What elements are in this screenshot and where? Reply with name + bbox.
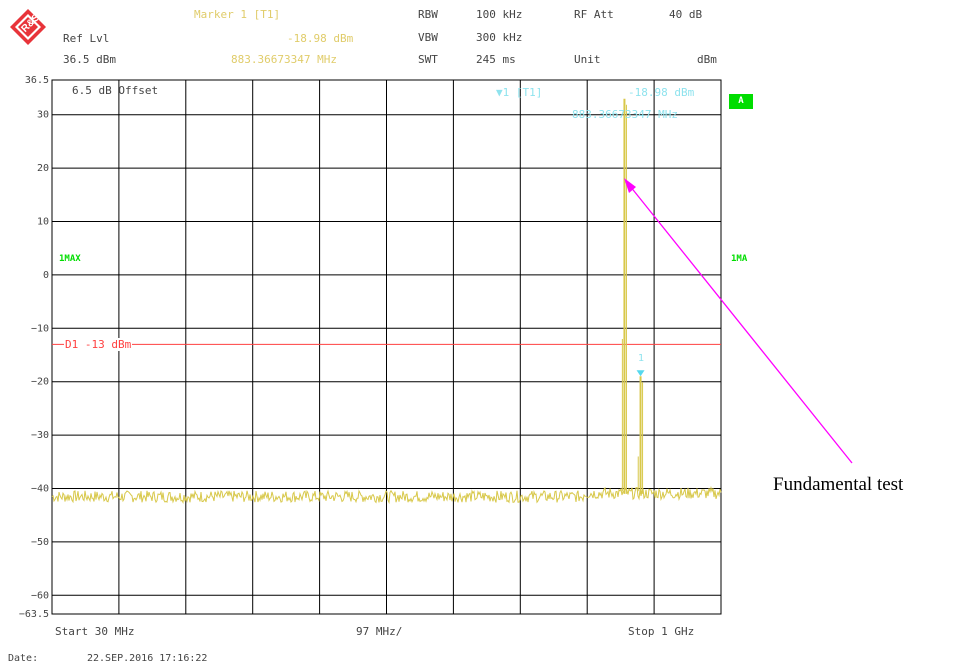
stop-frequency: Stop 1 GHz <box>628 625 695 638</box>
y-tick-label: −10 <box>31 323 49 334</box>
trace-badge: A <box>729 94 753 109</box>
y-tick-label: 0 <box>43 270 49 281</box>
rfatt-value: 40 dB <box>669 8 703 21</box>
y-tick-label: 10 <box>37 217 49 228</box>
offset-label: 6.5 dB Offset <box>72 84 159 97</box>
annotation-arrow-head <box>624 178 636 193</box>
right-trace-label: 1MA <box>731 254 748 264</box>
swt-label: SWT <box>418 53 438 66</box>
y-tick-label: 20 <box>37 163 49 174</box>
marker-number: 1 <box>638 353 645 364</box>
y-tick-label: −63.5 <box>19 609 49 620</box>
fundamental-test-annotation: Fundamental test <box>773 474 904 495</box>
rbw-value: 100 kHz <box>476 8 523 21</box>
marker-title: Marker 1 [T1] <box>194 8 281 21</box>
marker-tag-text: 1 [T1] <box>502 86 543 99</box>
marker-box-level: -18.98 dBm <box>628 86 695 99</box>
marker-level: -18.98 dBm <box>287 32 354 45</box>
y-tick-label: 36.5 <box>25 75 49 86</box>
y-tick-label: −60 <box>31 590 49 601</box>
span-per-division: 97 MHz/ <box>356 625 403 638</box>
y-tick-label: 30 <box>37 110 49 121</box>
rfatt-label: RF Att <box>574 8 614 21</box>
swt-value: 245 ms <box>476 53 516 66</box>
vbw-label: VBW <box>418 31 438 44</box>
ref-lvl-label: Ref Lvl <box>63 32 110 45</box>
rbw-label: RBW <box>418 8 438 21</box>
marker-1-triangle <box>636 370 645 377</box>
display-line-label: D1 -13 dBm <box>64 338 133 351</box>
start-frequency: Start 30 MHz <box>55 625 135 638</box>
left-trace-label: 1MAX <box>59 254 81 264</box>
y-tick-label: −40 <box>31 484 49 495</box>
trace-noise-floor <box>51 485 722 505</box>
rohde-schwarz-logo-icon: R&S <box>10 9 46 45</box>
y-tick-label: −50 <box>31 537 49 548</box>
marker-freq: 883.36673347 MHz <box>231 53 337 66</box>
annotation-arrow-line <box>625 180 853 464</box>
marker-tag: ▼1 [T1] <box>496 86 543 99</box>
marker-box-freq: 883.36673347 MHz <box>572 108 678 121</box>
y-tick-label: −30 <box>31 430 49 441</box>
ref-lvl-value: 36.5 dBm <box>63 53 116 66</box>
date-label: Date: <box>8 653 39 664</box>
unit-label: Unit <box>574 53 601 66</box>
y-tick-label: −20 <box>31 377 49 388</box>
unit-value: dBm <box>697 53 717 66</box>
vbw-value: 300 kHz <box>476 31 523 44</box>
date-value: 22.SEP.2016 17:16:22 <box>87 653 208 664</box>
